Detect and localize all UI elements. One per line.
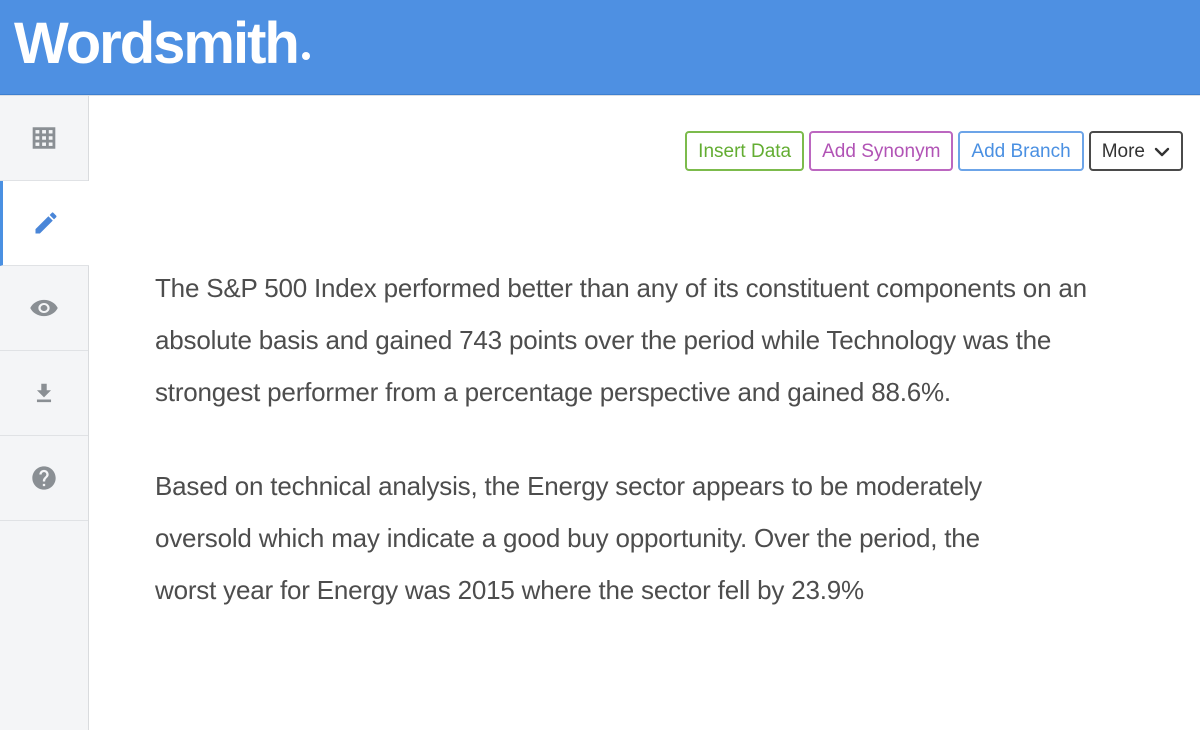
sidebar (0, 96, 89, 730)
add-synonym-button[interactable]: Add Synonym (809, 131, 954, 171)
add-branch-button[interactable]: Add Branch (958, 131, 1084, 171)
app-header: Wordsmith (0, 0, 1200, 95)
main-content: Insert Data Add Synonym Add Branch More … (89, 96, 1200, 730)
sidebar-item-edit[interactable] (0, 181, 89, 266)
more-label: More (1101, 140, 1145, 162)
sidebar-item-preview[interactable] (0, 266, 88, 351)
registered-dot-icon (301, 52, 310, 60)
insert-data-button[interactable]: Insert Data (685, 131, 805, 171)
paragraph-sp500[interactable]: The S&P 500 Index performed better than … (155, 273, 1087, 407)
more-button[interactable]: More (1088, 131, 1183, 171)
toolbar: Insert Data Add Synonym Add Branch More (155, 131, 1183, 171)
insert-data-label: Insert Data (698, 140, 792, 162)
sidebar-item-help[interactable] (0, 436, 88, 521)
template-editor[interactable]: The S&P 500 Index performed better than … (155, 262, 1175, 616)
add-synonym-label: Add Synonym (822, 140, 941, 162)
wordsmith-logo: Wordsmith (14, 15, 310, 79)
chevron-down-icon (1154, 142, 1170, 161)
sidebar-item-templates[interactable] (0, 96, 88, 181)
pencil-icon (32, 209, 60, 237)
paragraph-energy[interactable]: Based on technical analysis, the Energy … (155, 471, 982, 605)
wordsmith-logo-text: Wordsmith (14, 11, 300, 76)
eye-icon (29, 293, 59, 323)
sidebar-item-export[interactable] (0, 351, 88, 436)
app-body: Insert Data Add Synonym Add Branch More … (0, 95, 1200, 730)
grid-icon (30, 124, 58, 152)
download-icon (31, 380, 57, 406)
add-branch-label: Add Branch (971, 140, 1071, 162)
help-icon (30, 464, 58, 492)
